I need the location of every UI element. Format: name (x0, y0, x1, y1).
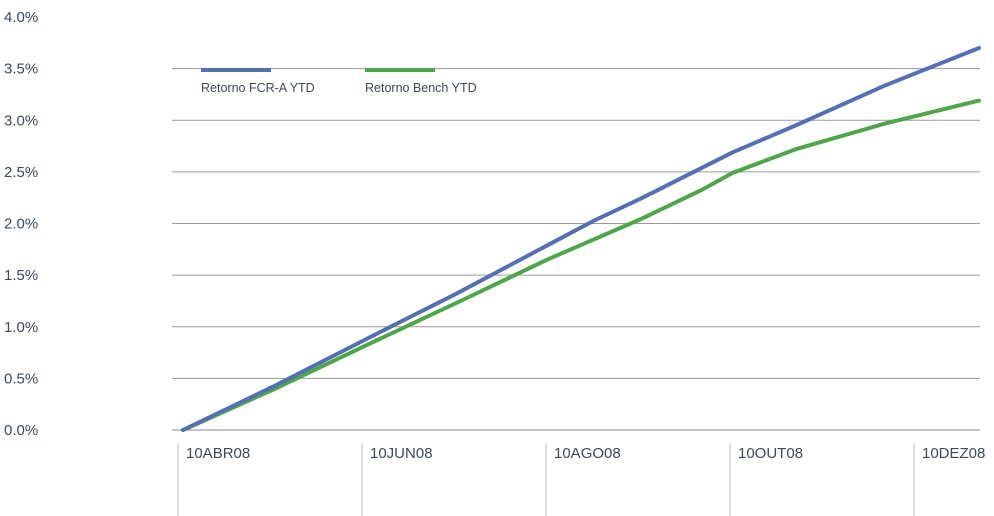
series-lines (181, 46, 981, 432)
x-tick-label: 10OUT08 (738, 445, 803, 462)
y-tick-label: 0.0% (4, 422, 38, 439)
y-tick-label: 0.5% (4, 370, 38, 387)
y-tick-label: 2.5% (4, 164, 38, 181)
legend-label: Retorno Bench YTD (365, 81, 477, 95)
x-tick-label: 10DEZ08 (922, 445, 985, 462)
series-line-bench (181, 98, 981, 432)
y-tick-label: 4.0% (4, 9, 38, 26)
legend: Retorno FCR-A YTD Retorno Bench YTD (201, 68, 477, 95)
x-axis-ticks: 10ABR08 10JUN08 10AGO08 10OUT08 10DEZ08 (177, 443, 985, 516)
y-tick-label: 3.5% (4, 61, 38, 78)
y-axis-ticks: 4.0% 3.5% 3.0% 2.5% 2.0% 1.5% 1.0% 0.5% 0.0% (4, 9, 38, 439)
series-line-fcr-a (181, 46, 981, 432)
y-tick-label: 1.5% (4, 267, 38, 284)
x-tick-label: 10JUN08 (370, 445, 433, 462)
x-tick-label: 10ABR08 (186, 445, 250, 462)
y-tick-label: 1.0% (4, 319, 38, 336)
legend-label: Retorno FCR-A YTD (201, 81, 315, 95)
y-tick-label: 3.0% (4, 112, 38, 129)
x-tick-label: 10AGO08 (554, 445, 621, 462)
y-tick-label: 2.0% (4, 216, 38, 233)
grid (172, 68, 980, 431)
